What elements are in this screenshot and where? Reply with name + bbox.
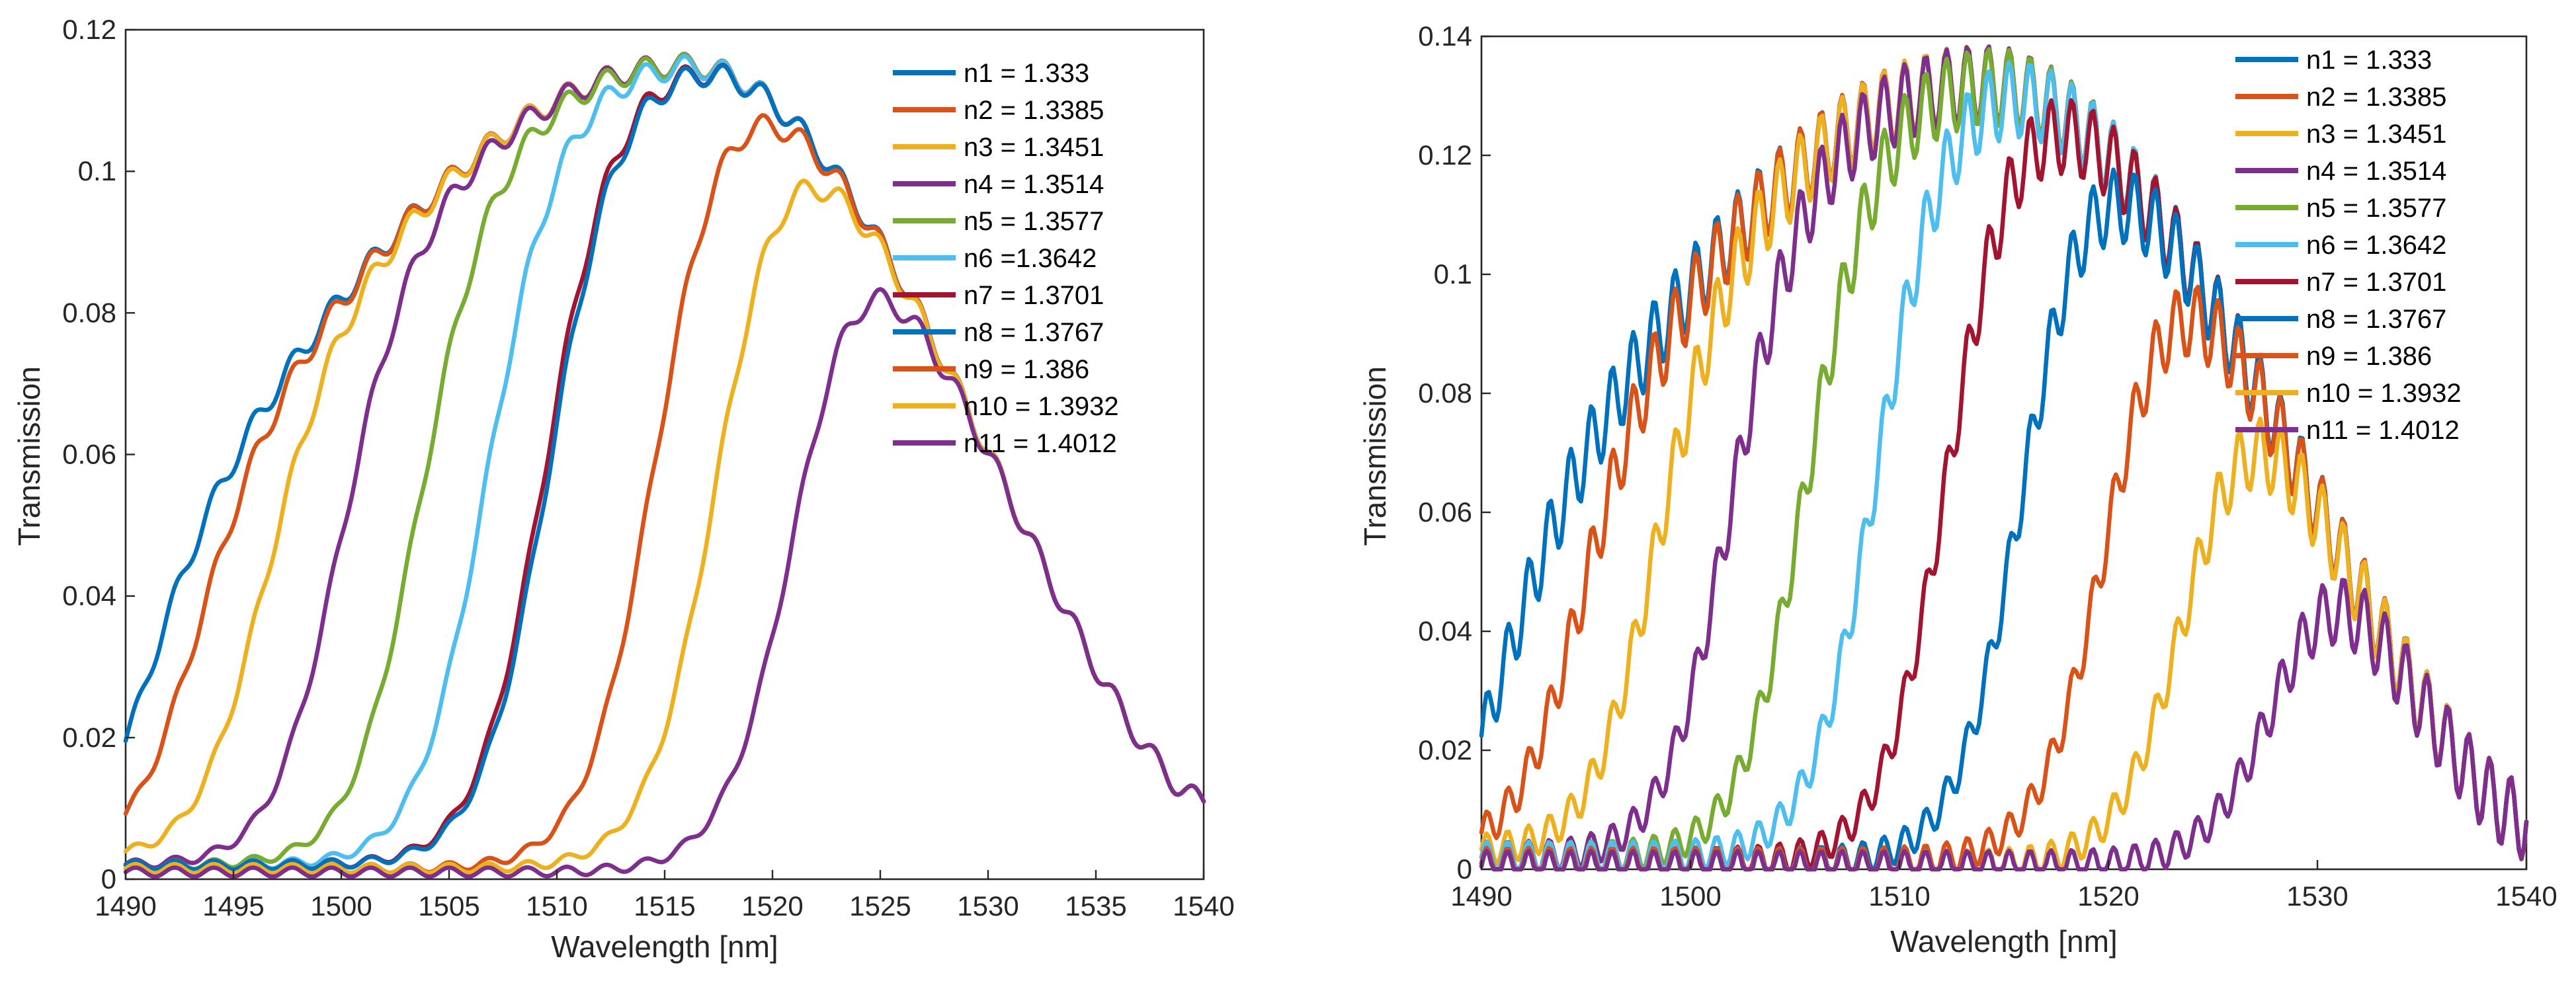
legend-label: n4 = 1.3514 [964, 170, 1104, 199]
y-tick-label: 0.04 [1418, 615, 1472, 647]
legend-label: n3 = 1.3451 [2306, 120, 2446, 149]
chart-right: 1490 1500 1510 1520 1530 1540 0 0.02 0.04 0.06 0.… [1358, 20, 2557, 959]
legend-label: n5 = 1.3577 [964, 207, 1104, 236]
legend-label: n9 = 1.386 [964, 355, 1089, 384]
series-line [123, 287, 1206, 879]
x-tick-label: 1520 [2077, 881, 2139, 912]
y-tick-label: 0.1 [1434, 258, 1472, 290]
x-tick-label: 1490 [1450, 881, 1512, 912]
y-tick-label: 0.06 [1418, 496, 1472, 528]
legend-label: n7 = 1.3701 [964, 281, 1104, 310]
x-axis-label: Wavelength [nm] [1890, 924, 2117, 959]
x-axis: 1490 1500 1510 1520 1530 1540 [1450, 860, 2557, 912]
x-tick-label: 1515 [634, 890, 695, 922]
y-tick-label: 0.12 [1418, 139, 1472, 171]
x-tick-label: 1520 [741, 890, 803, 922]
x-tick-label: 1495 [202, 890, 264, 922]
series-line [1479, 578, 2529, 872]
y-tick-label: 0 [1457, 853, 1472, 884]
y-tick-label: 0.02 [62, 722, 116, 753]
legend-label: n1 = 1.333 [964, 59, 1089, 88]
legend-label: n10 = 1.3932 [964, 392, 1119, 421]
x-tick-label: 1490 [95, 890, 156, 922]
legend: n1 = 1.333 n2 = 1.3385 n3 = 1.3451 n4 = 1.3… [893, 59, 1119, 458]
legend-label: n4 = 1.3514 [2306, 157, 2446, 186]
x-tick-label: 1510 [1868, 881, 1930, 912]
y-tick-label: 0 [101, 863, 116, 894]
series-lines [1479, 44, 2529, 872]
y-tick-label: 0.1 [78, 155, 116, 186]
x-tick-label: 1510 [526, 890, 587, 922]
legend-label: n2 = 1.3385 [2306, 83, 2446, 112]
y-tick-label: 0.12 [62, 14, 116, 45]
legend-label: n1 = 1.333 [2306, 46, 2432, 75]
series-lines [123, 52, 1206, 879]
legend-label: n11 = 1.4012 [2306, 416, 2460, 445]
legend-label: n11 = 1.4012 [964, 429, 1117, 458]
y-tick-label: 0.08 [1418, 377, 1472, 409]
y-axis: 0 0.02 0.04 0.06 0.08 0.1 0.12 0.14 [1418, 20, 1491, 884]
legend-label: n5 = 1.3577 [2306, 194, 2446, 223]
y-tick-label: 0.06 [62, 439, 116, 470]
x-tick-label: 1535 [1065, 890, 1126, 922]
plot-area [1480, 35, 2528, 871]
legend-label: n6 =1.3642 [964, 244, 1097, 273]
x-tick-label: 1500 [1659, 881, 1721, 912]
y-axis: 0 0.02 0.04 0.06 0.08 0.1 0.12 [62, 14, 135, 894]
chart-left: 1490 1495 1500 1505 1510 1515 1520 1525 1530 1535… [12, 14, 1235, 964]
x-tick-label: 1505 [418, 890, 479, 922]
x-tick-label: 1525 [849, 890, 911, 922]
legend: n1 = 1.333 n2 = 1.3385 n3 = 1.3451 n4 = 1.3… [2235, 46, 2462, 445]
x-axis: 1490 1495 1500 1505 1510 1515 1520 1525 1530 1535… [95, 870, 1235, 922]
legend-label: n3 = 1.3451 [964, 133, 1104, 162]
y-tick-label: 0.14 [1418, 20, 1472, 52]
legend-label: n8 = 1.3767 [2306, 305, 2446, 334]
x-tick-label: 1530 [2286, 881, 2348, 912]
legend-label: n7 = 1.3701 [2306, 268, 2446, 297]
y-tick-label: 0.08 [62, 297, 116, 328]
legend-label: n9 = 1.386 [2306, 342, 2432, 371]
y-axis-label: Transmission [12, 366, 46, 546]
x-tick-label: 1500 [310, 890, 372, 922]
legend-label: n8 = 1.3767 [964, 318, 1104, 347]
x-tick-label: 1530 [957, 890, 1018, 922]
y-axis-label: Transmission [1358, 366, 1392, 546]
legend-label: n10 = 1.3932 [2306, 379, 2462, 408]
x-axis-label: Wavelength [nm] [551, 929, 778, 964]
x-tick-label: 1540 [1173, 890, 1234, 922]
y-tick-label: 0.04 [62, 580, 116, 611]
legend-label: n2 = 1.3385 [964, 96, 1104, 125]
y-tick-label: 0.02 [1418, 734, 1472, 765]
legend-label: n6 = 1.3642 [2306, 231, 2446, 260]
x-tick-label: 1540 [2495, 881, 2557, 912]
